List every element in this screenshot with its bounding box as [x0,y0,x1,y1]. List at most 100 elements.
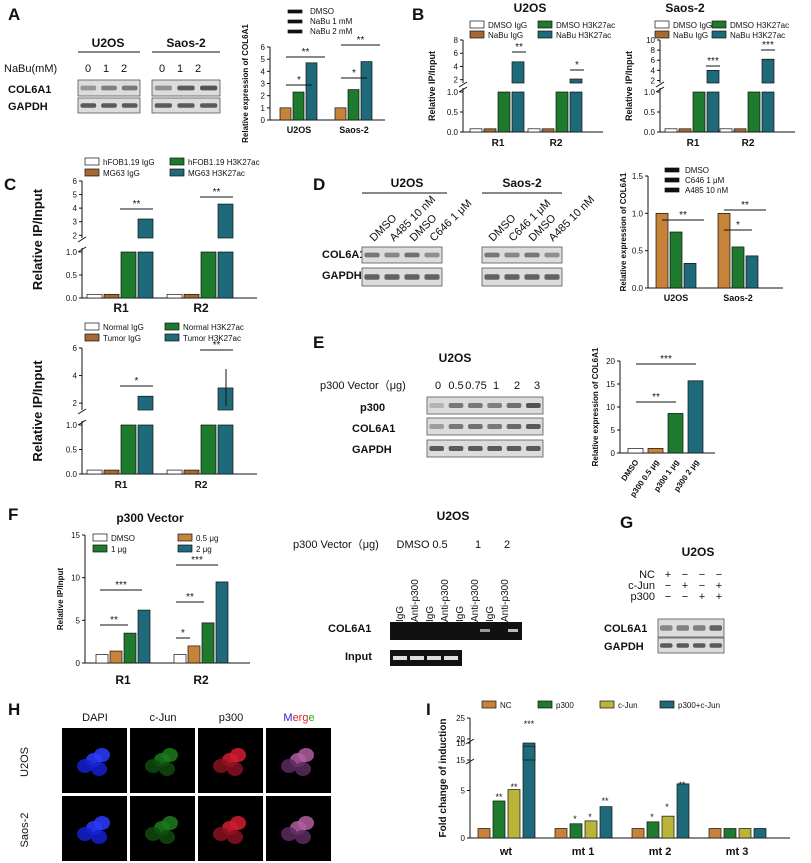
panel-g-row1: COL6A1 [604,623,647,635]
panel-f-gel-input-band [444,656,458,660]
panel-a-row1: COL6A1 [8,84,51,96]
panel-i-ytick-label: 10 [456,739,465,748]
panel-c1-legend-1-swatch [84,157,100,166]
panel-i-sig: *** [524,719,535,729]
C1-ytick-label: 4 [73,204,78,213]
B1-ytick-label: 4 [454,62,459,71]
panel-h-cell-blob [213,827,229,841]
panel-i-sig: * [665,802,669,812]
panel-a-dose: 0 [159,63,165,75]
panel-h-cell-blob [159,830,175,844]
panel-g-sign: + [699,591,705,603]
panel-i-bar [599,806,613,839]
panel-f-gel-input-band [393,656,407,660]
panel-i-sig: ** [601,796,609,806]
panel-e-cell: U2OS [439,351,472,365]
panel-f-sig4-star: ** [186,592,194,603]
panel-h-cell-blob [213,759,229,773]
panel-i-bar [723,828,737,839]
panel-e-col6a1-blot-band [467,423,483,430]
panel-a-bar [334,107,347,121]
panel-f-xlabel: R2 [193,673,209,687]
panel-b2-legend-2-label: NaBu IgG [673,31,708,40]
panel-g-sign: + [716,591,722,603]
panel-e-dose: 3 [534,380,540,392]
B1-ytick-label: 1.0 [447,88,459,97]
panel-h-cell-blob [94,816,110,830]
panel-a-legend-label: NaBu 1 mM [310,17,353,26]
panel-e-sig2-star: *** [660,354,672,365]
panel-f-gel-lane: Anti-p300 [440,579,451,622]
panel-f-gel-dose: 0.5 [432,539,447,551]
C1-ytick-label: 2 [73,231,78,240]
B2-break1 [655,81,665,88]
panel-d-letter: D [313,175,325,194]
panel-d-gapdh-blot-1-band [404,274,420,280]
panel-f-sig3-star: * [181,628,185,639]
panel-e-dose: 1 [493,380,499,392]
panel-b2-title: Saos-2 [665,1,705,15]
panel-e-gapdh-blot-band [429,445,445,452]
panel-c1-legend-4-swatch [169,168,185,177]
panel-a-col6a1-blot-1-band [121,85,138,91]
panel-a-gapdh-blot-1-band [121,103,138,108]
panel-a-dose: 1 [103,63,109,75]
panel-i-sig: * [650,812,654,822]
B2-ytick-label: 4 [651,66,656,75]
C2-xlabel: R1 [115,480,128,491]
panel-f-gel-input-band [410,656,424,660]
panel-e-col6a1-blot-band [448,423,464,430]
panel-d-xlabel: U2OS [664,293,689,303]
A-ytick-label: 1 [261,104,266,113]
panel-f-legend-1-label: DMSO [111,534,135,543]
panel-f-bar [215,581,229,664]
panel-c1-legend-2-swatch [84,168,100,177]
panel-i-bar-upper [522,745,536,761]
panel-a-dose: 2 [121,63,127,75]
B1-bar [511,91,525,133]
C2-ytick-label: 2 [73,399,78,408]
panel-d-col6a1-blot-2-band [504,252,520,258]
F-ytick-label: 0 [76,659,81,668]
A-ytick-label: 4 [261,67,266,76]
panel-g-sign: − [682,591,688,603]
E-ytick-label: 20 [606,357,615,366]
B1-bar [527,128,541,133]
panel-d-gapdh-blot-1-frame [361,267,443,287]
panel-a-gapdh-blot-2-band [154,103,172,108]
panel-d-gapdh-blot-2-frame [481,267,563,287]
panel-a-gapdh-blot-2-band [200,103,218,108]
panel-e-bar [687,380,704,454]
panel-c2-legend-1-swatch [84,322,100,331]
panel-i-bar [477,828,491,839]
panel-a-row2: GAPDH [8,101,48,113]
panel-f-gel-dose: 1 [475,539,481,551]
panel-h-cell-blob [145,759,161,773]
panel-b1-legend-2-label: NaBu IgG [488,31,523,40]
panel-e-dose: 0 [435,380,441,392]
C1-break1 [77,236,87,243]
panel-g-col6a1-blot-band [692,625,706,631]
panel-c1-legend-2-label: MG63 IgG [103,169,140,178]
panel-a-bar [292,91,305,121]
B2-bar [678,128,692,133]
panel-b2-sig1-star: *** [707,56,719,67]
panel-e-bar [667,413,684,454]
panel-g-sign: + [716,580,722,592]
panel-i-xlabel: mt 3 [726,846,749,858]
B2-xlabel: R2 [742,138,755,149]
panel-g-sign: − [665,591,671,603]
panel-d-legend-label: A485 10 nM [685,186,728,195]
B1-bar-upper [569,78,583,84]
panel-h-letter: H [8,700,20,719]
panel-e-row1: p300 [360,402,385,414]
panel-c2-legend-3-swatch [164,322,180,331]
panel-e-p300-blot-frame [426,396,544,415]
panel-f-gel-lane: Anti-p300 [410,579,421,622]
A-ytick-label: 6 [261,43,266,52]
panel-d-sig3-star: ** [741,200,749,211]
panel-a-bar [360,61,373,121]
panel-e-bar [647,448,664,454]
panel-a-gapdh-blot-2-band [177,103,195,108]
panel-i-bar [676,783,690,839]
